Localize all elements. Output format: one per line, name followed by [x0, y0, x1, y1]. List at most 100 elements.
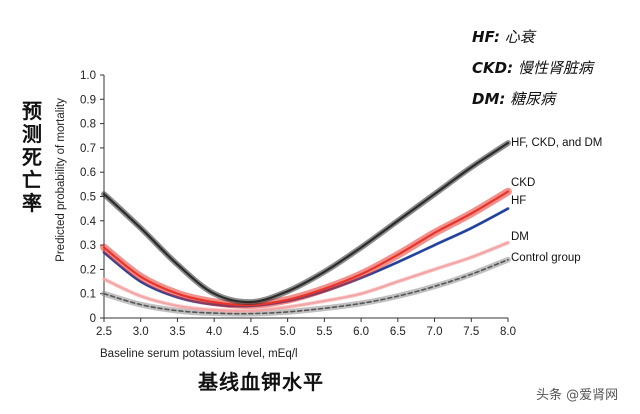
y-tick-label: 0.9: [80, 94, 96, 106]
note-abbr: CKD:: [472, 59, 514, 77]
data-point: [471, 257, 472, 258]
series-hf-ckd-and-dm: [101, 140, 511, 305]
data-point: [397, 296, 398, 297]
series-line: [102, 241, 510, 313]
data-point: [103, 247, 104, 248]
data-point: [434, 245, 435, 246]
data-point: [287, 307, 288, 308]
data-point: [397, 281, 398, 282]
abbreviation-note-hf: HF: 心衰: [472, 26, 535, 47]
data-point: [140, 304, 141, 305]
data-point: [214, 313, 215, 314]
y-axis-title: Predicted probability of mortality: [55, 98, 67, 262]
series-end-label: CKD: [511, 177, 535, 189]
data-point: [507, 208, 508, 209]
data-point: [361, 247, 362, 248]
data-point: [103, 194, 104, 195]
x-tick-label: 7.0: [427, 326, 443, 338]
note-definition: 心衰: [504, 28, 535, 46]
data-point: [250, 313, 251, 314]
note-abbr: HF:: [472, 28, 500, 46]
data-point: [471, 228, 472, 229]
data-point: [250, 310, 251, 311]
x-axis-title-cn: 基线血钾水平: [198, 370, 324, 394]
y-tick-label: 0.7: [80, 143, 96, 155]
data-point: [140, 276, 141, 277]
y-title-char: 预: [22, 99, 42, 123]
y-tick-label: 0.1: [80, 289, 96, 301]
series-end-label: HF, CKD, and DM: [511, 137, 602, 149]
data-point: [324, 288, 325, 289]
data-point: [397, 262, 398, 263]
data-point: [214, 302, 215, 303]
data-point: [397, 220, 398, 221]
y-tick-label: 0.8: [80, 119, 96, 131]
data-point: [324, 308, 325, 309]
data-point: [324, 300, 325, 301]
data-point: [507, 259, 508, 260]
series-end-label: DM: [511, 231, 529, 243]
data-point: [361, 303, 362, 304]
series-end-label: HF: [511, 195, 526, 207]
x-tick-label: 5.0: [280, 326, 296, 338]
series-end-label: Control group: [511, 252, 581, 264]
data-point: [507, 142, 508, 143]
data-point: [177, 264, 178, 265]
x-tick-label: 4.5: [243, 326, 259, 338]
series-labels: HF, CKD, and DM CKD HF DM Control group: [511, 137, 602, 264]
data-point: [471, 274, 472, 275]
y-tick-label: 0.2: [80, 264, 96, 276]
x-tick-label: 8.0: [500, 326, 516, 338]
y-tick-label: 0.4: [80, 216, 97, 228]
data-point: [361, 274, 362, 275]
data-point: [361, 293, 362, 294]
y-tick-label: 0: [90, 313, 96, 325]
y-tick-label: 1.0: [80, 70, 96, 82]
x-axis-title: Baseline serum potassium level, mEq/l: [100, 348, 298, 360]
y-title-char: 测: [22, 122, 42, 146]
data-point: [287, 291, 288, 292]
data-point: [214, 293, 215, 294]
data-point: [250, 301, 251, 302]
data-point: [471, 167, 472, 168]
data-point: [434, 286, 435, 287]
x-tick-label: 4.0: [206, 326, 222, 338]
abbreviation-note-ckd: CKD: 慢性肾脏病: [472, 57, 593, 78]
x-tick-label: 7.5: [463, 326, 479, 338]
data-point: [177, 310, 178, 311]
data-point: [214, 309, 215, 310]
data-point: [287, 311, 288, 312]
axes: 2.5 3.0 3.5 4.0 4.5 5.0 5.5 6.0 6.5 7.0 7.5 8.0 0 0.1…: [80, 70, 516, 338]
data-point: [507, 191, 508, 192]
data-point: [177, 305, 178, 306]
data-point: [324, 271, 325, 272]
data-point: [434, 232, 435, 233]
data-point: [434, 269, 435, 270]
data-point: [177, 293, 178, 294]
note-definition: 慢性肾脏病: [517, 59, 593, 77]
x-tick-label: 5.5: [316, 326, 332, 338]
data-point: [287, 299, 288, 300]
y-axis-title-cn: 预 测 死 亡 率: [18, 100, 46, 215]
series-dm: [102, 240, 510, 313]
series-control-group: [101, 256, 511, 317]
series-ckd: [100, 187, 512, 309]
y-tick-label: 0.6: [80, 167, 96, 179]
note-abbr: DM:: [472, 90, 506, 108]
y-tick-label: 0.5: [80, 192, 96, 204]
data-point: [471, 213, 472, 214]
data-point: [140, 296, 141, 297]
x-tick-label: 3.5: [169, 326, 185, 338]
series-group: [100, 140, 512, 317]
x-tick-label: 2.5: [96, 326, 112, 338]
x-tick-label: 6.0: [353, 326, 369, 338]
data-point: [434, 194, 435, 195]
y-title-char: 率: [22, 191, 42, 215]
note-definition: 糖尿病: [510, 90, 556, 108]
y-title-char: 死: [22, 145, 42, 169]
data-point: [140, 228, 141, 229]
data-point: [103, 293, 104, 294]
data-point: [507, 242, 508, 243]
series-line: [102, 141, 510, 304]
